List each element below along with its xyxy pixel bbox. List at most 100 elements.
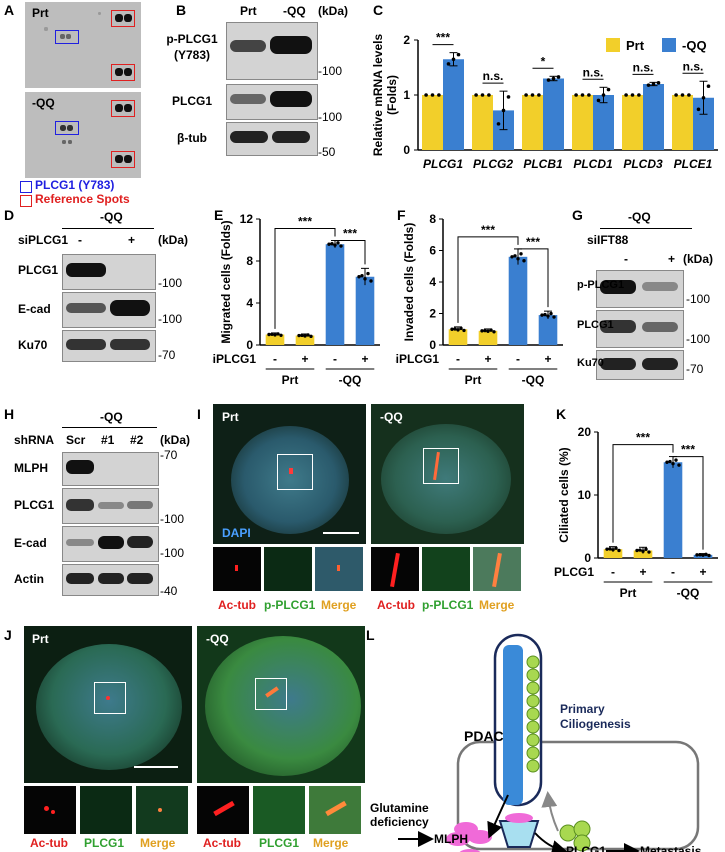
data-point <box>668 459 672 464</box>
sign: + <box>128 233 136 247</box>
array-box-plcg1-prt <box>55 30 79 44</box>
data-point <box>674 93 678 97</box>
sig-bracket <box>672 456 704 550</box>
lane-label: Prt <box>240 4 257 18</box>
micrograph-prt <box>213 404 366 544</box>
group-label: -QQ <box>677 586 700 600</box>
treatment-sign: + <box>544 352 551 366</box>
x-tick-label: PLCD3 <box>623 157 663 171</box>
kda-marker: -100 <box>158 276 183 290</box>
inset-label: Ac-tub <box>218 598 256 612</box>
kda-marker: -50 <box>318 145 336 159</box>
data-point <box>651 82 656 86</box>
bar <box>603 549 623 558</box>
data-point <box>701 95 706 100</box>
bar <box>448 329 468 345</box>
treatment-sign: - <box>611 565 615 579</box>
data-point <box>483 328 487 333</box>
lane-label: #2 <box>130 433 144 447</box>
significance: *** <box>681 443 695 457</box>
data-point <box>270 332 274 337</box>
data-point <box>369 279 373 283</box>
micro-label: -QQ <box>380 410 403 424</box>
data-point <box>549 311 553 316</box>
panel-label-e: E <box>214 207 224 223</box>
data-point <box>501 108 506 113</box>
data-point <box>480 329 484 333</box>
bar <box>325 244 345 345</box>
data-point <box>543 312 547 317</box>
array-box-ref-prt-2 <box>111 64 135 81</box>
data-point <box>641 549 645 553</box>
kda-marker: -70 <box>158 348 176 362</box>
data-point <box>363 277 367 281</box>
x-tick-label: PLCG2 <box>473 157 513 171</box>
group-label: -QQ <box>100 210 123 224</box>
blot-label: E-cad <box>18 302 51 316</box>
bar <box>355 276 375 345</box>
array-box-plcg1-qq <box>55 121 79 135</box>
panel-label-b: B <box>176 2 187 18</box>
micro-label: Prt <box>32 632 49 646</box>
ciliogenesis-label-1: Primary <box>560 702 605 716</box>
y-axis-label: Migrated cells (Folds) <box>219 220 233 343</box>
data-point <box>462 328 466 333</box>
data-point <box>665 460 669 464</box>
data-point <box>696 107 701 112</box>
treatment-sign: - <box>273 352 277 366</box>
inset-label: p-PLCG1 <box>422 598 474 612</box>
bar-qq <box>543 78 564 150</box>
y-tick-label: 2 <box>429 307 436 321</box>
data-point <box>519 252 523 256</box>
bar-qq <box>493 110 514 150</box>
significance: *** <box>298 215 312 229</box>
treatment-sign: + <box>301 352 308 366</box>
data-point <box>297 333 301 338</box>
data-point <box>656 81 661 85</box>
sign: + <box>668 252 676 266</box>
data-point <box>366 271 370 276</box>
blot-label: β-tub <box>177 131 207 145</box>
data-point <box>687 93 691 97</box>
data-point <box>446 62 451 66</box>
bar <box>508 256 528 345</box>
significance: *** <box>636 431 650 445</box>
bar-prt <box>472 95 493 150</box>
pdac-label: PDAC <box>464 728 504 744</box>
legend-swatch-prt <box>606 38 620 52</box>
data-point <box>552 315 556 319</box>
array-label-qq: -QQ <box>32 96 55 110</box>
kda-marker: -100 <box>160 546 185 560</box>
inset-label: Ac-tub <box>30 836 68 850</box>
metastasis-label: Metastasis <box>640 844 702 852</box>
data-point <box>459 326 463 331</box>
treatment-label: siPLCG1 <box>554 565 594 579</box>
y-tick-label: 0 <box>403 143 410 157</box>
data-point <box>306 333 310 337</box>
treatment-sign: - <box>333 352 337 366</box>
panel-label-f: F <box>397 207 406 223</box>
y-tick-label: 4 <box>429 275 436 289</box>
blot-label: Ku70 <box>577 357 604 369</box>
group-label: -QQ <box>522 373 545 387</box>
glutamine-label-1: Glutamine <box>370 801 429 815</box>
data-point <box>638 548 642 552</box>
data-point <box>453 327 457 331</box>
panel-label-i: I <box>197 406 201 422</box>
chart-e-migration: 0 4 8 12 Migrated cells (Folds) - + - + siPLCG1 Pr… <box>212 212 380 387</box>
y-tick-label: 8 <box>246 254 253 268</box>
bar <box>478 330 498 345</box>
data-point <box>276 332 280 336</box>
significance: *** <box>526 235 540 249</box>
panel-label-c: C <box>373 2 384 18</box>
sign: - <box>624 252 628 266</box>
y-tick-label: 1 <box>403 88 410 102</box>
data-point <box>587 93 591 97</box>
treatment-sign: + <box>484 352 491 366</box>
significance: n.s. <box>583 65 604 79</box>
data-point <box>267 332 271 337</box>
data-point <box>617 548 621 553</box>
micrograph-qq <box>371 404 524 544</box>
treatment-sign: - <box>516 352 520 366</box>
array-box-ref-qq-1 <box>111 100 135 117</box>
